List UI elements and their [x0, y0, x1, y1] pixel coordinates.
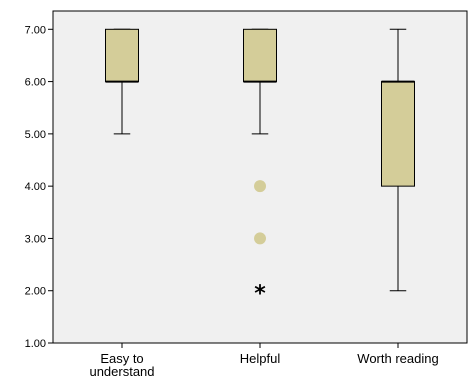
box-2: *: [243, 28, 277, 307]
x-tick-label: Helpful: [240, 351, 281, 366]
y-tick-label: 3.00: [25, 233, 46, 245]
outlier-point: [254, 180, 266, 193]
y-tick-label: 4.00: [25, 181, 46, 193]
box-iqr: [381, 81, 415, 187]
y-tick-label: 5.00: [25, 129, 46, 141]
y-tick-label: 7.00: [25, 24, 46, 36]
y-tick-label: 6.00: [25, 77, 46, 89]
x-tick-label: Easy to: [100, 351, 143, 366]
outlier-point: [254, 232, 266, 245]
x-tick-label: Worth reading: [357, 351, 438, 366]
y-tick-label: 1.00: [25, 338, 46, 350]
box-3: [381, 28, 415, 292]
y-tick-label: 2.00: [25, 286, 46, 298]
x-tick-label: understand: [89, 364, 154, 379]
box-1: [105, 28, 139, 135]
y-axis: 1.00 2.00 3.00 4.00 5.00 6.00 7.00: [25, 24, 53, 350]
box-iqr: [105, 28, 139, 83]
extreme-point: *: [254, 282, 266, 307]
box-series: *: [105, 28, 415, 307]
box-iqr: [243, 28, 277, 83]
